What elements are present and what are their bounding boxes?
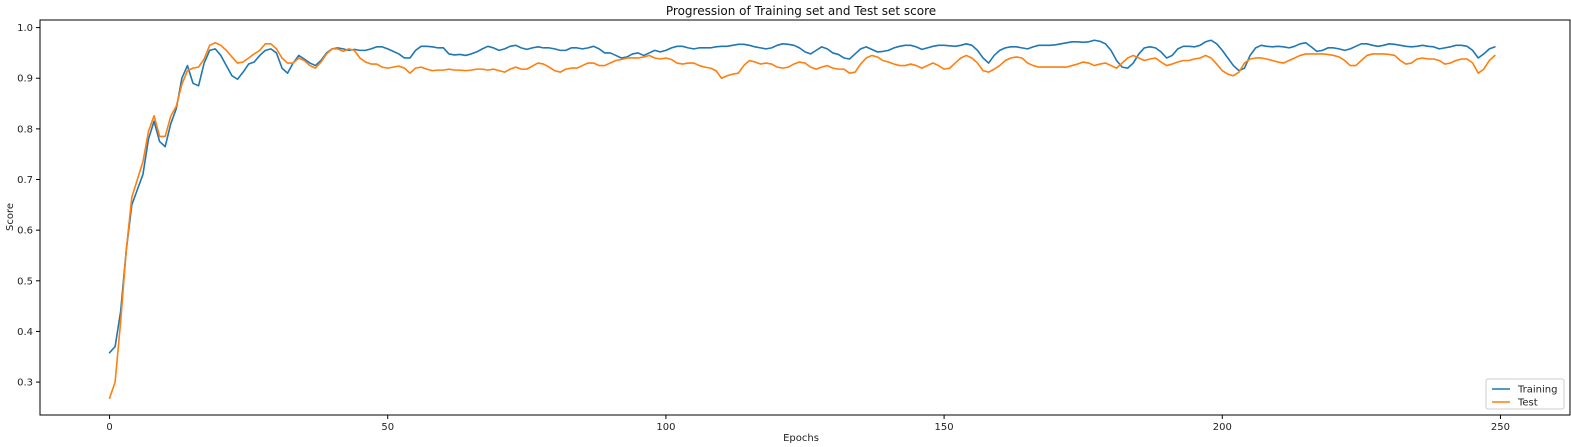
plot-area-frame xyxy=(39,19,1571,416)
chart-title: Progression of Training set and Test set… xyxy=(666,4,936,18)
x-axis-title: Epochs xyxy=(783,433,819,444)
x-tick-label: 50 xyxy=(381,422,394,433)
y-tick-label: 0.4 xyxy=(17,327,33,338)
legend-label-test: Test xyxy=(1517,398,1538,409)
series-line-test xyxy=(108,41,1496,400)
series-layer xyxy=(108,39,1496,400)
y-tick-label: 0.5 xyxy=(17,276,33,287)
x-tick-label: 0 xyxy=(106,422,112,433)
x-tick-label: 150 xyxy=(935,422,954,433)
y-axis-title: Score xyxy=(5,203,16,231)
x-axis: 0 50 100 150 200 250 xyxy=(106,415,1510,433)
x-tick-label: 100 xyxy=(656,422,675,433)
legend: Training Test xyxy=(1485,378,1565,410)
legend-label-training: Training xyxy=(1517,385,1557,396)
y-tick-label: 0.7 xyxy=(17,175,33,186)
y-tick-label: 0.6 xyxy=(17,226,33,237)
y-tick-label: 0.9 xyxy=(17,74,33,85)
y-axis: 0.3 0.4 0.5 0.6 0.7 0.8 0.9 1.0 xyxy=(17,23,40,389)
y-tick-label: 0.3 xyxy=(17,378,33,389)
x-tick-label: 250 xyxy=(1491,422,1510,433)
x-tick-label: 200 xyxy=(1213,422,1232,433)
series-line-training xyxy=(108,39,1496,354)
y-tick-label: 1.0 xyxy=(17,23,33,34)
y-tick-label: 0.8 xyxy=(17,124,33,135)
